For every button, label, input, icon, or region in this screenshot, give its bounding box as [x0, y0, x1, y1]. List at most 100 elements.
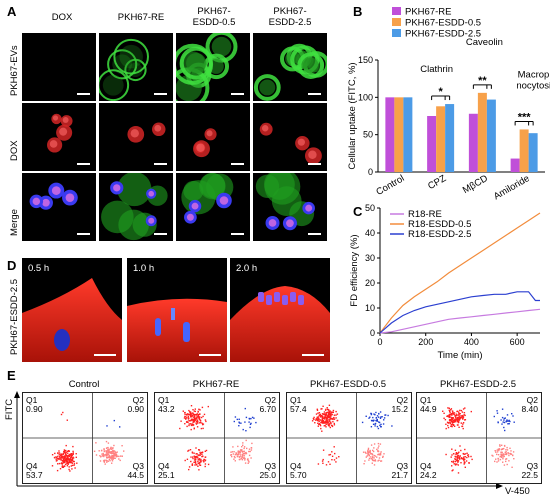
bar-MβCD-2	[486, 99, 496, 172]
col-header-esdd-25: PKH67- ESDD-2.5	[268, 6, 312, 28]
x-tick-label: Control	[374, 173, 406, 198]
legend-label: PKH67-ESDD-2.5	[405, 29, 481, 40]
quadrant-q1-value: 43.2	[158, 404, 175, 414]
bar-CPZ-1	[436, 106, 446, 172]
series-line-2	[379, 291, 540, 334]
reconstruction-tile-2: 2.0 h	[230, 258, 330, 362]
panel-label-a: A	[7, 4, 17, 19]
time-label: 0.5 h	[28, 263, 50, 274]
legend-swatch	[392, 7, 401, 15]
time-label: 1.0 h	[133, 263, 155, 274]
quadrant-q3-label: Q3 25.0	[259, 461, 276, 480]
quadrant-q2-value: 6.70	[259, 404, 276, 414]
panel-label-e: E	[7, 368, 16, 383]
y-axis-label: Cellular uptake (FITC, %)	[347, 62, 358, 169]
bar-Control-1	[394, 97, 404, 172]
quadrant-q2-value: 15.2	[391, 404, 408, 414]
scale-bar	[302, 354, 324, 356]
scale-bar	[77, 93, 90, 95]
legend-label: PKH67-ESDD-0.5	[405, 18, 481, 29]
x-tick-label: 0	[377, 337, 382, 347]
x-tick-label: 600	[510, 337, 525, 347]
panel-label-b: B	[353, 4, 363, 19]
bar-Amiloride-2	[528, 133, 538, 172]
scale-bar	[308, 163, 321, 165]
scale-bar	[231, 163, 244, 165]
micrograph-merge-1	[99, 173, 173, 241]
row-label-evs: PKH67-EVs	[9, 45, 20, 96]
col-header-esdd-05: PKH67- ESDD-0.5	[192, 6, 236, 28]
bar-CPZ-2	[445, 104, 455, 172]
quadrant-q1-label: Q1 43.2	[158, 395, 175, 414]
reconstruction-tile-0: 0.5 h	[22, 258, 122, 362]
micrograph-merge-2	[176, 173, 250, 241]
quadrant-q2-label: Q2 6.70	[259, 395, 276, 414]
quadrant-q2-value: 0.90	[127, 404, 144, 414]
quadrant-q4-label: Q4 25.1	[158, 461, 175, 480]
micrograph-merge-0	[22, 173, 96, 241]
panel-label-d: D	[7, 258, 17, 273]
quadrant-q1-value: 44.9	[420, 404, 437, 414]
x-axis-label: Time (min)	[437, 350, 482, 361]
x-tick-label: 200	[418, 337, 433, 347]
fitc-axis-label: FITC	[4, 398, 15, 420]
scale-bar	[199, 354, 221, 356]
quadrant-q3-label: Q3 21.7	[391, 461, 408, 480]
row-label-merge: Merge	[9, 209, 20, 236]
significance-stars: **	[478, 75, 487, 87]
bar-Amiloride-0	[510, 158, 520, 172]
micrograph-red-2	[176, 103, 250, 171]
scale-bar	[94, 354, 116, 356]
micrograph-green-0	[22, 33, 96, 101]
flow-plot-title: Control	[68, 379, 100, 390]
y-arrow-head	[14, 391, 20, 398]
legend-label: PKH67-RE	[405, 7, 451, 18]
quadrant-q1-label: Q1 44.9	[420, 395, 437, 414]
col-header-pkh67-re: PKH67-RE	[117, 12, 165, 23]
flow-plot-1: Q1 43.2 Q2 6.70 Q3 25.0 Q4 25.1	[154, 392, 280, 484]
quadrant-q4-label: Q4 24.2	[420, 461, 437, 480]
flow-plot-title: PKH67-ESDD-2.5	[439, 379, 517, 390]
significance-stars: ***	[518, 111, 532, 123]
scale-bar	[77, 163, 90, 165]
bar-MβCD-1	[477, 92, 487, 172]
scale-bar	[231, 233, 244, 235]
scale-bar	[308, 233, 321, 235]
quadrant-q1-label: Q1 0.90	[26, 395, 43, 414]
legend-label: R18-ESDD-0.5	[408, 219, 471, 230]
annotation-label: Macropi-	[518, 69, 550, 80]
quadrant-q3-value: 22.5	[521, 470, 538, 480]
scale-bar	[154, 233, 167, 235]
flow-plot-3: Q1 44.9 Q2 8.40 Q3 22.5 Q4 24.2	[416, 392, 542, 484]
annotation-label: nocytosis	[516, 80, 550, 91]
col-header-dox: DOX	[51, 12, 73, 23]
micrograph-red-3	[253, 103, 327, 171]
quadrant-q3-value: 25.0	[259, 470, 276, 480]
legend-label: R18-RE	[408, 209, 442, 220]
panel-label-c: C	[353, 204, 363, 219]
y-tick-label: 20	[365, 278, 375, 288]
legend-swatch	[392, 29, 401, 37]
quadrant-q3-value: 44.5	[127, 470, 144, 480]
bar-Control-0	[385, 97, 395, 172]
reconstruction-tile-1: 1.0 h	[127, 258, 227, 362]
legend-label: R18-ESDD-2.5	[408, 229, 471, 240]
micrograph-green-3	[253, 33, 327, 101]
quadrant-q1-value: 0.90	[26, 404, 43, 414]
y-tick-label: 50	[363, 130, 373, 140]
flow-plot-title: PKH67-RE	[192, 379, 240, 390]
y-tick-label: 0	[370, 328, 375, 338]
quadrant-q2-label: Q2 0.90	[127, 395, 144, 414]
panel-d-side-label: PKH67-ESDD-2.5	[9, 278, 20, 355]
significance-stars: *	[438, 86, 443, 98]
x-tick-label: MβCD	[461, 173, 490, 196]
quadrant-q4-value: 25.1	[158, 470, 175, 480]
scale-bar	[231, 93, 244, 95]
micrograph-green-1	[99, 33, 173, 101]
bar-Amiloride-1	[519, 129, 529, 172]
quadrant-q1-label: Q1 57.4	[290, 395, 307, 414]
micrograph-red-0	[22, 103, 96, 171]
quadrant-q2-label: Q2 15.2	[391, 395, 408, 414]
annotation-label: Caveolin	[466, 37, 503, 48]
